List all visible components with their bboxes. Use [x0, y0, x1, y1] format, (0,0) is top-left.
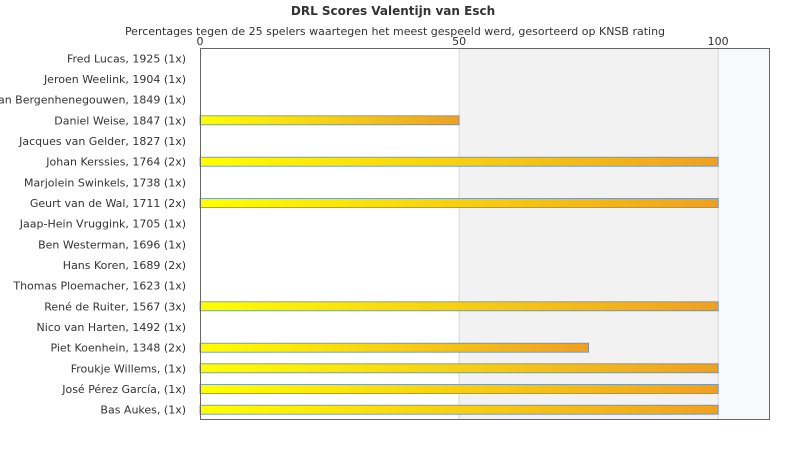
plot-band-50-100: [459, 48, 719, 420]
grid-lines: [458, 48, 719, 420]
bar: [199, 342, 590, 353]
bar: [199, 301, 719, 312]
category-label: Jeroen Weelink, 1904 (1x): [43, 73, 186, 86]
category-label: Froukje Willems, (1x): [71, 362, 186, 375]
x-tick-labels: 0 50 100: [197, 35, 729, 48]
bar: [199, 404, 719, 415]
category-label: Geurt van de Wal, 1711 (2x): [30, 197, 186, 210]
category-labels: Fred Lucas, 1925 (1x) Jeroen Weelink, 190…: [0, 52, 186, 416]
x-tick-label: 50: [452, 35, 466, 48]
category-label: Daniel Weise, 1847 (1x): [54, 114, 186, 127]
plot-band-0-50: [200, 48, 460, 420]
chart-subtitle: Percentages tegen de 25 spelers waartege…: [124, 25, 666, 38]
bar: [199, 363, 719, 374]
x-tick-label: 0: [197, 35, 204, 48]
category-label: Ben Westerman, 1696 (1x): [38, 238, 186, 251]
category-label: Thomas Ploemacher, 1623 (1x): [12, 280, 186, 293]
axis: [200, 48, 770, 420]
bar: [199, 384, 719, 394]
category-label: Johan Kerssies, 1764 (2x): [45, 156, 186, 169]
bar: [199, 115, 460, 126]
category-label: Jacques van Gelder, 1827 (1x): [18, 135, 186, 148]
chart-title: DRL Scores Valentijn van Esch: [290, 4, 496, 18]
category-label: René de Ruiter, 1567 (3x): [44, 300, 186, 313]
bar: [199, 198, 719, 208]
bars: [199, 115, 719, 415]
plot-background: [200, 48, 770, 420]
category-label: Marjolein Swinkels, 1738 (1x): [24, 176, 186, 189]
plot-frame: [200, 48, 770, 420]
bar: [199, 156, 719, 167]
category-label: Nico van Harten, 1492 (1x): [37, 321, 186, 334]
category-label: Ben van Bergenhenegouwen, 1849 (1x): [0, 94, 186, 107]
category-label: Fred Lucas, 1925 (1x): [67, 52, 186, 65]
category-label: José Pérez García, (1x): [61, 383, 186, 396]
category-label: Piet Koenhein, 1348 (2x): [50, 342, 186, 355]
category-label: Jaap-Hein Vruggink, 1705 (1x): [19, 218, 186, 231]
category-label: Bas Aukes, (1x): [100, 404, 186, 417]
plot-band-100-plus: [718, 48, 770, 420]
category-label: Hans Koren, 1689 (2x): [63, 259, 186, 272]
x-tick-label: 100: [708, 35, 729, 48]
